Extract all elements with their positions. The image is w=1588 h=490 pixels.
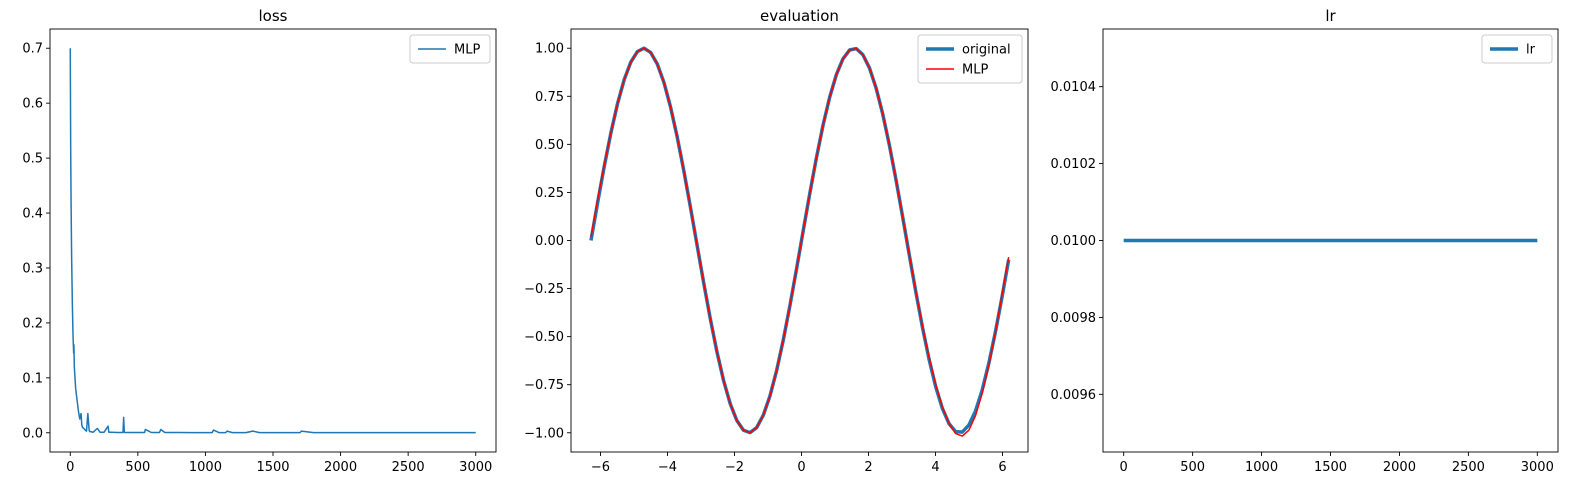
legend: MLP: [409, 34, 491, 64]
plot-frame: [49, 28, 497, 453]
x-tick-label: 1500: [1314, 460, 1347, 475]
y-tick-label: 0.0096: [1051, 388, 1097, 403]
legend-label: lr: [1526, 43, 1536, 58]
y-tick-label: 0.6: [22, 97, 43, 112]
x-tick-label: 500: [125, 460, 150, 475]
x-tick-label: 0: [1120, 460, 1128, 475]
legend-label: MLP: [962, 63, 988, 78]
x-tick-label: 6: [998, 460, 1006, 475]
y-tick-label: 0.50: [535, 138, 564, 153]
y-tick-label: −1.00: [524, 426, 564, 441]
panel-lr: lr 0 500 1000 1500 2000 2500 3000 0.0096 0.0098 0.…: [1051, 7, 1559, 475]
x-tick-label: −2: [725, 460, 744, 475]
y-tick-label: 0.3: [22, 261, 43, 276]
x-tick-label: −4: [658, 460, 677, 475]
series-line-original: [589, 46, 1011, 435]
x-tick-label: 2000: [324, 460, 357, 475]
x-tick-label: 0: [797, 460, 805, 475]
chart-title: evaluation: [760, 7, 839, 25]
y-tick-label: 1.00: [535, 42, 564, 57]
y-tick-label: 0.1: [22, 371, 43, 386]
y-tick-label: 0.75: [535, 90, 564, 105]
y-tick-label: −0.75: [524, 378, 564, 393]
x-tick-label: 1500: [256, 460, 289, 475]
x-tick-label: 500: [1180, 460, 1205, 475]
legend-box: [409, 34, 491, 64]
x-tick-label: 4: [931, 460, 939, 475]
x-tick-label: 1000: [189, 460, 222, 475]
y-tick-label: 0.7: [22, 42, 43, 57]
y-tick-label: 0.4: [22, 207, 43, 222]
legend: lr: [1481, 34, 1553, 64]
x-tick-label: 0: [66, 460, 74, 475]
legend-label: original: [962, 43, 1011, 58]
chart-title: loss: [259, 7, 288, 25]
y-tick-label: 0.0102: [1051, 157, 1097, 172]
x-tick-label: 2: [864, 460, 872, 475]
plot-frame: [570, 28, 1029, 453]
y-tick-label: 0.0: [22, 426, 43, 441]
legend: original MLP: [917, 34, 1023, 84]
panel-evaluation: evaluation −6 −4 −2 0 2 4 6 −1.00 −0.75 −0.50 −0.25…: [524, 7, 1029, 475]
x-tick-label: 2500: [1452, 460, 1485, 475]
legend-box: [917, 34, 1023, 84]
chart-title: lr: [1325, 7, 1336, 25]
x-tick-label: 3000: [459, 460, 492, 475]
y-tick-label: 0.25: [535, 186, 564, 201]
y-tick-label: 0.2: [22, 316, 43, 331]
x-tick-label: 2000: [1383, 460, 1416, 475]
legend-label: MLP: [454, 43, 480, 58]
y-tick-label: 0.5: [22, 152, 43, 167]
y-tick-label: −0.25: [524, 282, 564, 297]
panel-loss: loss 0 500 1000 1500 2000 2500 3000 0.0 0.1 0.2 0.3…: [22, 7, 497, 475]
y-tick-label: 0.0104: [1051, 80, 1097, 95]
y-tick-label: 0.0100: [1051, 234, 1097, 249]
series-line-MLP: [69, 48, 476, 434]
y-tick-label: −0.50: [524, 330, 564, 345]
series-line-MLP: [590, 47, 1010, 437]
x-tick-label: 1000: [1245, 460, 1278, 475]
y-tick-label: 0.0098: [1051, 311, 1097, 326]
x-tick-label: −6: [591, 460, 610, 475]
x-tick-label: 2500: [392, 460, 425, 475]
x-tick-label: 3000: [1521, 460, 1554, 475]
y-tick-label: 0.00: [535, 234, 564, 249]
